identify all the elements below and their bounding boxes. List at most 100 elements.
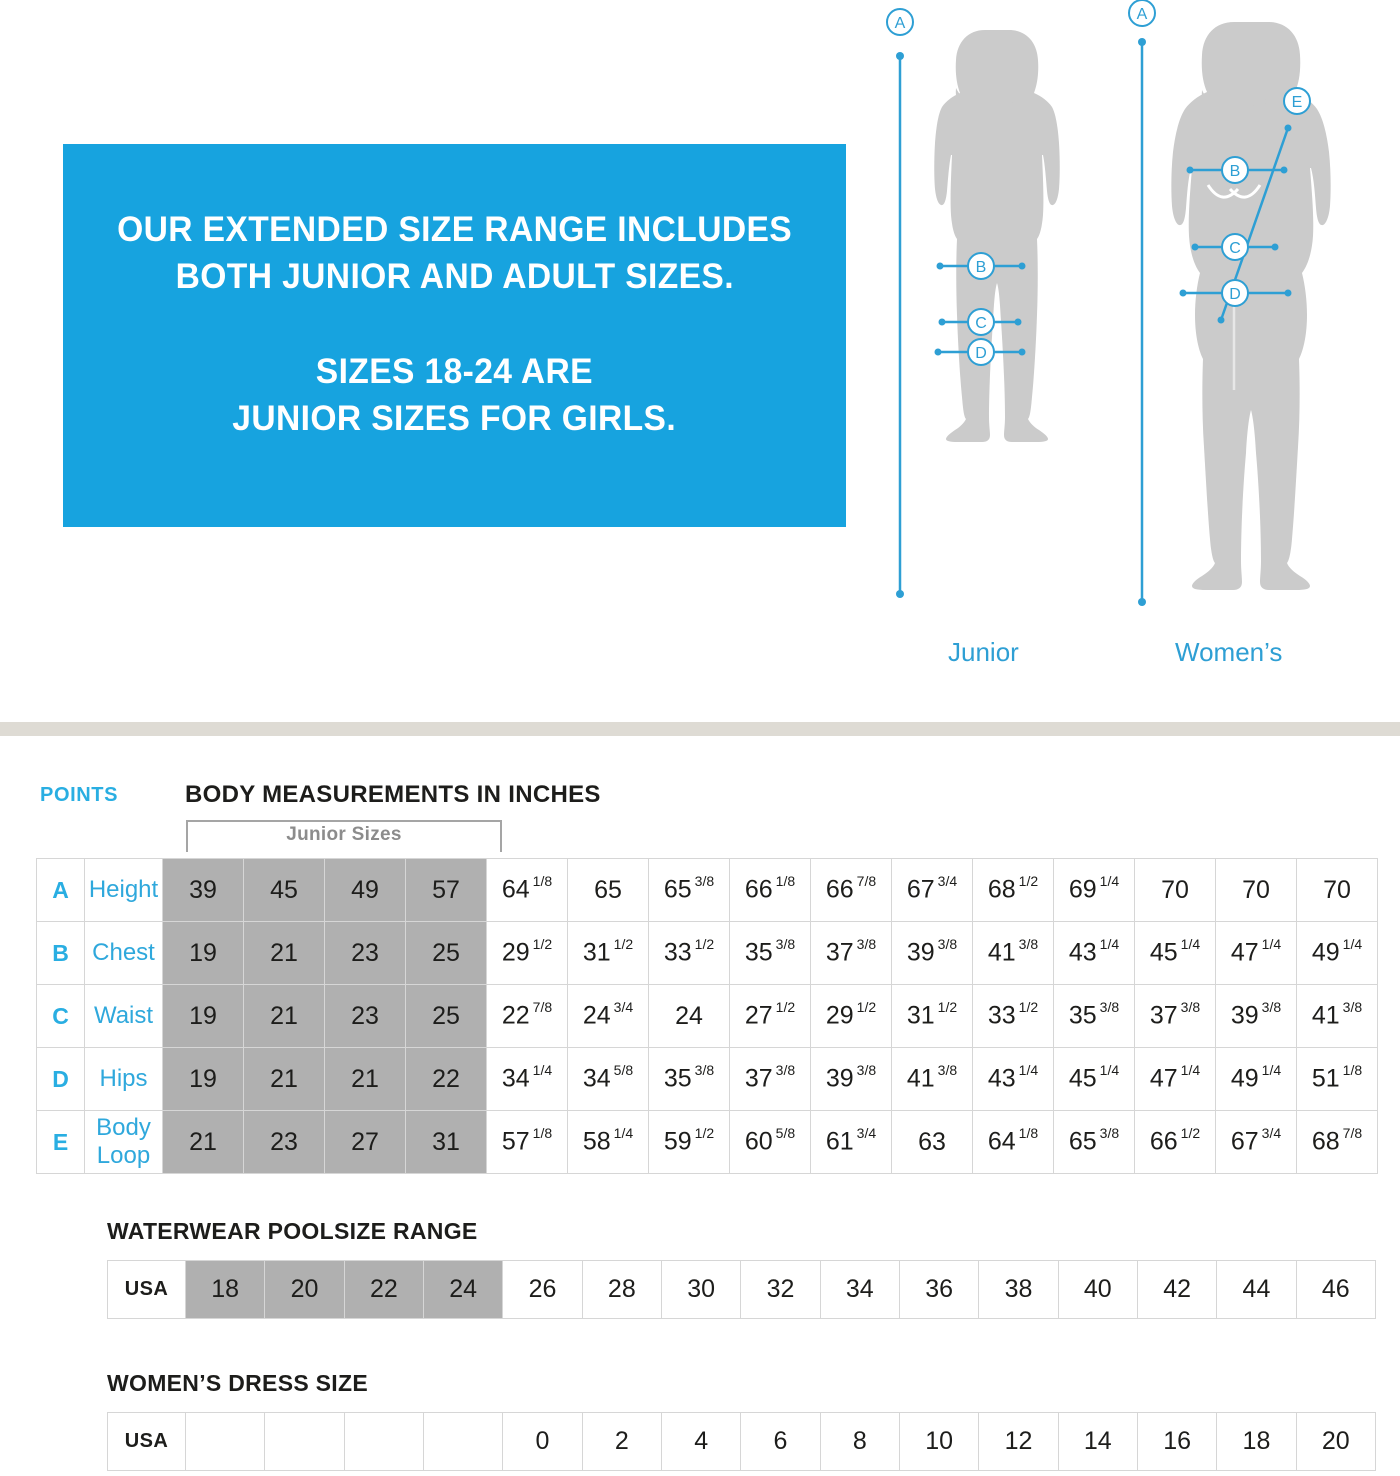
measurement-cell: 68 7/8	[1296, 1110, 1378, 1174]
dress-size-cell: 0	[502, 1412, 583, 1471]
measurement-cell: 66 7/8	[810, 858, 892, 922]
measurement-cell: 65 3/8	[1053, 1110, 1135, 1174]
measurement-cell: 21	[243, 1047, 325, 1111]
table-row: USA 18 20 22 24 26 28 30 32 34 36 38 40 42 44 46	[106, 1260, 1377, 1319]
measurement-cell: 33 1/2	[972, 984, 1054, 1048]
body-figures: A B C	[870, 0, 1390, 700]
measurement-cell: 39 3/8	[891, 921, 973, 985]
womens-point-c-label: C	[1229, 240, 1241, 257]
junior-point-d-circle	[967, 338, 995, 366]
measurement-cell: 21	[243, 921, 325, 985]
measurement-cell: 23	[243, 1110, 325, 1174]
table-headers: POINTS BODY MEASUREMENTS IN INCHES	[0, 736, 1400, 808]
measurement-cell: 37 3/8	[729, 1047, 811, 1111]
banner-line-2: BOTH JUNIOR AND ADULT SIZES.	[175, 257, 734, 296]
measurement-cell: 57	[405, 858, 487, 922]
womens-point-a-label: A	[1137, 6, 1148, 23]
point-letter-e: E	[36, 1110, 85, 1174]
measurement-cell: 35 3/8	[1053, 984, 1135, 1048]
measurement-cell: 35 3/8	[729, 921, 811, 985]
point-letter-a: A	[36, 858, 85, 922]
measurement-cell: 59 1/2	[648, 1110, 730, 1174]
measurement-cell: 45 1/4	[1134, 921, 1216, 985]
poolsize-cell: 24	[423, 1260, 504, 1319]
measurement-cell: 37 3/8	[810, 921, 892, 985]
points-header: POINTS	[40, 784, 119, 806]
measurement-cell: 34 1/4	[486, 1047, 568, 1111]
measurement-cell: 27 1/2	[729, 984, 811, 1048]
measurement-cell: 61 3/4	[810, 1110, 892, 1174]
measurement-cell: 43 1/4	[1053, 921, 1135, 985]
junior-sizes-bracket	[186, 820, 502, 852]
measurement-name: Hips	[84, 1047, 163, 1111]
point-letter-c: C	[36, 984, 85, 1048]
measurement-cell: 64 1/8	[486, 858, 568, 922]
poolsize-cell: 32	[740, 1260, 821, 1319]
measurement-cell: 49 1/4	[1296, 921, 1378, 985]
point-letter-d: D	[36, 1047, 85, 1111]
junior-sizes-label: Junior Sizes	[286, 824, 402, 845]
banner-line-4: JUNIOR SIZES FOR GIRLS.	[232, 399, 677, 438]
body-measurements-table: A Height 39 45 49 57 64 1/8 65 65 3/8 66 1/8 66 7/8 67 3…	[36, 858, 1378, 1174]
measurement-cell: 19	[162, 1047, 244, 1111]
dress-size-cell: 18	[1216, 1412, 1297, 1471]
dress-size-rows: USA 0 2 4 6 8 10 12 14 16 18 20	[106, 1412, 1377, 1471]
womens-point-e-circle	[1283, 87, 1311, 115]
poolsize-table: USA 18 20 22 24 26 28 30 32 34 36 38 40 42 44 46	[106, 1260, 1377, 1319]
poolsize-cell: 46	[1295, 1260, 1377, 1319]
measurement-cell: 43 1/4	[972, 1047, 1054, 1111]
measurement-cell: 49	[324, 858, 406, 922]
dress-size-cell	[264, 1412, 345, 1471]
measurement-cell: 35 3/8	[648, 1047, 730, 1111]
measurement-cell: 63	[891, 1110, 973, 1174]
measurement-cell: 22 7/8	[486, 984, 568, 1048]
womens-point-d-circle	[1221, 279, 1249, 307]
womens-point-a-circle	[1128, 0, 1156, 27]
measurement-cell: 31	[405, 1110, 487, 1174]
womens-figure-caption: Women’s	[1175, 637, 1283, 667]
figures-illustration: A B C	[886, 0, 1331, 606]
measurement-name: Waist	[84, 984, 163, 1048]
measurement-cell: 47 1/4	[1215, 921, 1297, 985]
womens-point-e-label: E	[1292, 94, 1303, 111]
measurement-cell: 19	[162, 921, 244, 985]
measurement-cell: 21	[162, 1110, 244, 1174]
dress-size-row-label: USA	[106, 1412, 187, 1471]
measurement-cell: 33 1/2	[648, 921, 730, 985]
poolsize-cell: 22	[343, 1260, 425, 1319]
poolsize-cell: 44	[1216, 1260, 1297, 1319]
dress-size-table: USA 0 2 4 6 8 10 12 14 16 18 20	[106, 1412, 1377, 1471]
measurement-cell: 67 3/4	[891, 858, 973, 922]
measurement-cell: 45	[243, 858, 325, 922]
womens-point-c-circle	[1221, 233, 1249, 261]
measurement-cell: 37 3/8	[1134, 984, 1216, 1048]
measurement-cell: 69 1/4	[1053, 858, 1135, 922]
measurement-cell: 31 1/2	[567, 921, 649, 985]
measurement-cell: 66 1/8	[729, 858, 811, 922]
measurement-cell: 39	[162, 858, 244, 922]
measurement-cell: 29 1/2	[810, 984, 892, 1048]
measurement-cell: 39 3/8	[1215, 984, 1297, 1048]
measurement-cell: 41 3/8	[1296, 984, 1378, 1048]
dress-size-cell: 20	[1295, 1412, 1377, 1471]
banner-line-1: OUR EXTENDED SIZE RANGE INCLUDES	[116, 210, 793, 249]
womens-point-b-circle	[1221, 156, 1249, 184]
dress-size-cell: 16	[1136, 1412, 1218, 1471]
measurement-cell: 31 1/2	[891, 984, 973, 1048]
dress-size-title: WOMEN’S DRESS SIZE	[107, 1370, 368, 1396]
dress-size-cell	[343, 1412, 425, 1471]
dress-size-cell	[423, 1412, 504, 1471]
measurement-cell: 41 3/8	[972, 921, 1054, 985]
measurement-cell: 68 1/2	[972, 858, 1054, 922]
measurement-cell: 29 1/2	[486, 921, 568, 985]
measurement-cell: 70	[1215, 858, 1297, 922]
poolsize-cell: 34	[819, 1260, 900, 1319]
measurement-cell: 57 1/8	[486, 1110, 568, 1174]
measurement-cell: 70	[1296, 858, 1378, 922]
poolsize-title: WATERWEAR POOLSIZE RANGE	[107, 1218, 478, 1244]
measurement-cell: 34 5/8	[567, 1047, 649, 1111]
junior-point-a-circle	[886, 8, 914, 36]
junior-point-b-label: B	[976, 259, 987, 276]
poolsize-cell: 20	[264, 1260, 345, 1319]
